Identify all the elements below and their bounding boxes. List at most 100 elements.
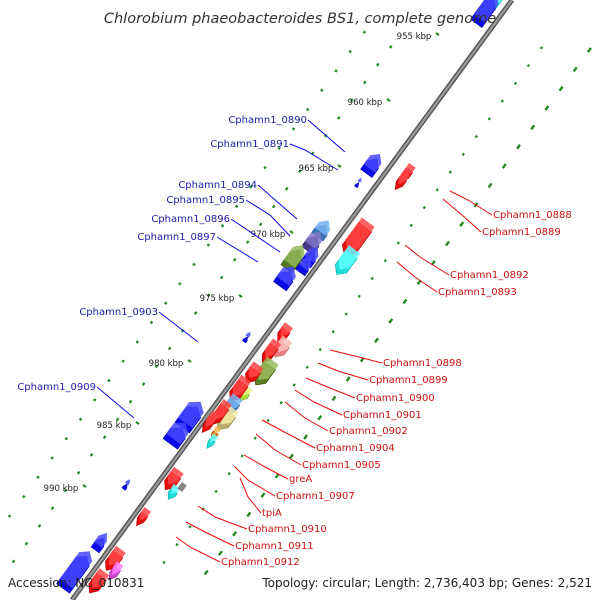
gene-tpia[interactable] xyxy=(201,410,220,434)
ring-dot xyxy=(363,80,367,85)
ring-dot xyxy=(263,165,267,170)
leader-line xyxy=(329,349,383,364)
leader-line xyxy=(404,244,450,276)
gene-cphamn1-0911[interactable] xyxy=(167,483,181,500)
gene-cphamn1-0890[interactable] xyxy=(360,153,382,178)
gene-cphamn1-0893[interactable] xyxy=(334,245,361,275)
leader-line xyxy=(449,190,493,216)
gene-top-blue[interactable] xyxy=(470,0,499,28)
gene-plus-small[interactable] xyxy=(121,479,131,491)
ring-dot xyxy=(572,66,578,73)
gene-label-plus[interactable]: Cphamn1_0890 xyxy=(228,115,307,126)
ring-dot xyxy=(260,492,266,498)
ring-dot xyxy=(348,49,352,54)
ring-dot xyxy=(388,318,394,324)
gene-label-plus[interactable]: Cphamn1_0894 xyxy=(178,180,257,191)
gene-label-minus[interactable]: tpiA xyxy=(262,508,282,519)
gene-plus-bottom[interactable] xyxy=(56,551,93,594)
ring-dot xyxy=(22,494,26,499)
gene-label-minus[interactable]: Cphamn1_0904 xyxy=(316,443,395,454)
leader-line xyxy=(158,311,199,343)
ring-dot xyxy=(461,152,465,156)
kbp-tick-mark xyxy=(187,359,192,363)
gene-label-minus[interactable]: Cphamn1_0907 xyxy=(276,491,355,502)
gene-label-plus[interactable]: Cphamn1_0897 xyxy=(137,232,216,243)
gene-label-minus[interactable]: Cphamn1_0899 xyxy=(369,375,448,386)
ring-dot xyxy=(232,257,237,262)
ring-dot xyxy=(76,470,81,475)
gene-cphamn1-0891[interactable] xyxy=(354,177,362,189)
gene-label-minus[interactable]: Cphamn1_0905 xyxy=(302,460,381,471)
gene-minus-lower[interactable] xyxy=(105,545,126,571)
ring-dot xyxy=(175,542,179,547)
gene-cphamn1-0897[interactable] xyxy=(280,245,305,274)
ring-dot xyxy=(89,453,94,457)
ring-dot xyxy=(516,144,521,150)
ring-dot xyxy=(37,524,42,528)
gene-minus-bottom[interactable] xyxy=(88,568,110,594)
ring-dot xyxy=(220,224,225,228)
leader-line xyxy=(230,218,281,253)
ring-dot xyxy=(331,395,337,402)
leader-line xyxy=(239,477,262,514)
leader-line xyxy=(305,377,356,399)
ring-dot xyxy=(227,472,231,476)
ring-dot xyxy=(544,105,550,111)
gene-label-minus[interactable]: Cphamn1_0911 xyxy=(235,541,314,552)
ring-dot xyxy=(78,417,83,421)
ring-dot xyxy=(459,221,465,227)
gene-plus-lower[interactable] xyxy=(90,532,107,554)
ring-dot xyxy=(292,383,296,387)
accession-text: Accession: NC_010831 xyxy=(8,576,144,590)
gene-minus-pink[interactable] xyxy=(108,561,124,581)
gene-label-minus[interactable]: Cphamn1_0900 xyxy=(356,393,435,404)
gene-label-minus[interactable]: greA xyxy=(289,474,312,485)
gene-label-minus[interactable]: Cphamn1_0888 xyxy=(493,210,572,221)
gene-label-minus[interactable]: Cphamn1_0910 xyxy=(248,524,327,535)
leader-line xyxy=(233,465,276,497)
ring-dot xyxy=(445,240,450,247)
ring-dot xyxy=(154,364,159,369)
summary-text: Topology: circular; Length: 2,736,403 bp… xyxy=(261,576,592,590)
ring-dot xyxy=(409,223,413,227)
gene-grey-small[interactable] xyxy=(177,482,187,492)
gene-features xyxy=(56,0,503,594)
gene-cphamn1-0912[interactable] xyxy=(136,507,151,527)
ring-dot xyxy=(435,188,439,192)
gene-label-plus[interactable]: Cphamn1_0896 xyxy=(151,214,230,225)
gene-label-plus[interactable]: Cphamn1_0891 xyxy=(210,139,289,150)
leader-line xyxy=(317,362,369,381)
gene-label-minus[interactable]: Cphamn1_0893 xyxy=(438,287,517,298)
gene-label-minus[interactable]: Cphamn1_0889 xyxy=(482,227,561,238)
gene-label-minus[interactable]: Cphamn1_0901 xyxy=(343,410,422,421)
gene-label-minus[interactable]: Cphamn1_0898 xyxy=(383,358,462,369)
gene-label-minus[interactable]: Cphamn1_0902 xyxy=(329,426,408,437)
gene-cphamn1-0903[interactable] xyxy=(242,331,251,344)
ring-dot xyxy=(128,399,133,404)
ring-dot xyxy=(331,330,335,334)
ring-dot xyxy=(370,276,374,281)
ring-dot xyxy=(349,98,354,102)
gene-label-plus[interactable]: Cphamn1_0903 xyxy=(79,307,158,318)
ring-dot xyxy=(383,259,387,263)
ring-dot xyxy=(203,569,209,576)
gene-cphamn1-0910[interactable] xyxy=(164,466,184,491)
ring-dot xyxy=(530,124,536,131)
ring-dot xyxy=(63,488,68,493)
gene-cphamn1-0897b[interactable] xyxy=(272,266,296,292)
ring-dot xyxy=(219,275,224,280)
ring-dot xyxy=(305,365,309,369)
ring-dot xyxy=(121,359,125,363)
gene-label-plus[interactable]: Cphamn1_0895 xyxy=(166,195,245,206)
gene-cphamn1-0909b[interactable] xyxy=(162,422,189,450)
gene-label-minus[interactable]: Cphamn1_0912 xyxy=(221,557,300,568)
gene-label-plus[interactable]: Cphamn1_0909 xyxy=(17,382,96,393)
gene-label-minus[interactable]: Cphamn1_0892 xyxy=(450,270,529,281)
ring-dot xyxy=(336,116,341,120)
gene-cphamn1-0907[interactable] xyxy=(206,433,219,449)
ring-dot xyxy=(234,204,239,209)
ring-dot xyxy=(402,298,408,305)
ring-dot xyxy=(93,398,97,402)
gene-cphamn1-0889[interactable] xyxy=(394,171,410,191)
